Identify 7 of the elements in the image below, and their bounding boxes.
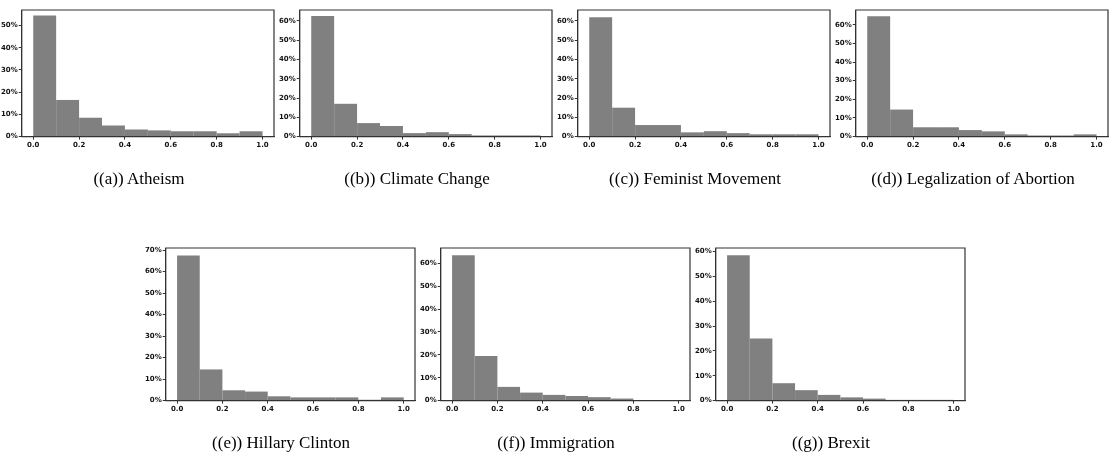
text: ((g)) Brexit [791, 432, 871, 454]
text: ((f)) Immigration [496, 432, 616, 454]
text: ((c)) Feminist Movement [608, 168, 782, 190]
text: ((d)) Legalization of Abortion [870, 168, 1076, 190]
text: ((e)) Hillary Clinton [211, 432, 351, 454]
text: ((a)) Atheism [92, 168, 186, 190]
text: ((b)) Climate Change [343, 168, 491, 190]
